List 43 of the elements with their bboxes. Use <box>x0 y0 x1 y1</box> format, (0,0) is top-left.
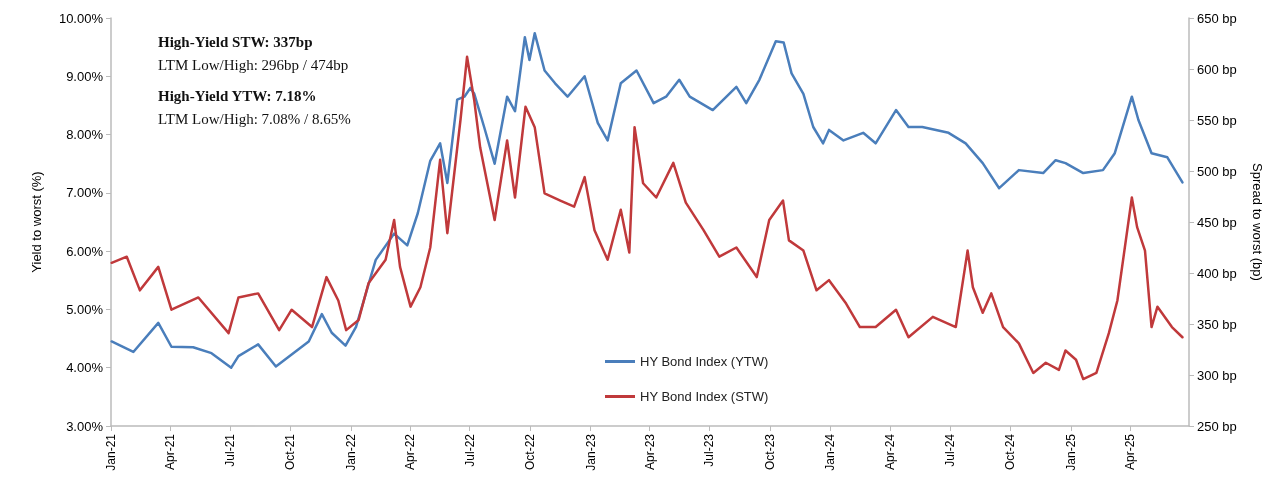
x-tick-label: Oct-22 <box>523 433 538 471</box>
y2-tick-label: 500 bp <box>1197 163 1237 179</box>
x-tick-label: Jul-22 <box>462 433 477 467</box>
annotation: High-Yield YTW: 7.18% <box>158 87 317 104</box>
y2-tick-label: 250 bp <box>1197 418 1237 434</box>
x-tick-label: Apr-25 <box>1122 433 1137 471</box>
y2-tick-label: 400 bp <box>1197 265 1237 281</box>
y-tick-label: 4.00% <box>66 360 104 376</box>
y-tick-label: 9.00% <box>66 68 104 84</box>
y-axis-title: Yield to worst (%) <box>29 171 44 273</box>
x-tick-label: Apr-24 <box>883 433 898 471</box>
y2-axis-title: Spread to worst (bp) <box>1250 163 1265 281</box>
y-tick-label: 5.00% <box>66 301 104 317</box>
x-tick-label: Jan-23 <box>583 433 598 471</box>
y-tick-label: 3.00% <box>66 418 104 434</box>
annotation: High-Yield STW: 337bp <box>158 33 313 50</box>
x-tick-label: Apr-22 <box>402 433 417 471</box>
x-tick-label: Jan-22 <box>343 433 358 471</box>
x-tick-label: Oct-21 <box>283 433 298 471</box>
y2-tick-label: 300 bp <box>1197 367 1237 383</box>
y2-tick-label: 350 bp <box>1197 316 1237 332</box>
y-tick-label: 7.00% <box>66 185 104 201</box>
x-tick-label: Jan-24 <box>823 433 838 471</box>
x-tick-label: Oct-23 <box>762 433 777 471</box>
x-tick-label: Jul-21 <box>222 433 237 467</box>
legend-label: HY Bond Index (YTW) <box>640 354 769 369</box>
y2-tick-label: 650 bp <box>1197 10 1237 26</box>
x-tick-label: Apr-23 <box>642 433 657 471</box>
x-tick-label: Apr-21 <box>163 433 178 471</box>
x-tick-label: Jul-23 <box>702 433 717 467</box>
legend-label: HY Bond Index (STW) <box>640 389 769 404</box>
y2-tick-label: 600 bp <box>1197 61 1237 77</box>
y2-tick-label: 450 bp <box>1197 214 1237 230</box>
x-tick-label: Jan-25 <box>1063 433 1078 471</box>
y2-tick-label: 550 bp <box>1197 112 1237 128</box>
y-tick-label: 6.00% <box>66 243 104 259</box>
x-tick-label: Jul-24 <box>942 433 957 467</box>
annotation: LTM Low/High: 7.08% / 8.65% <box>158 110 351 127</box>
x-tick-label: Jan-21 <box>104 433 118 471</box>
annotation: LTM Low/High: 296bp / 474bp <box>158 56 349 73</box>
y-tick-label: 8.00% <box>66 127 104 143</box>
y-tick-label: 10.00% <box>58 10 104 26</box>
x-tick-label: Oct-24 <box>1003 433 1018 471</box>
